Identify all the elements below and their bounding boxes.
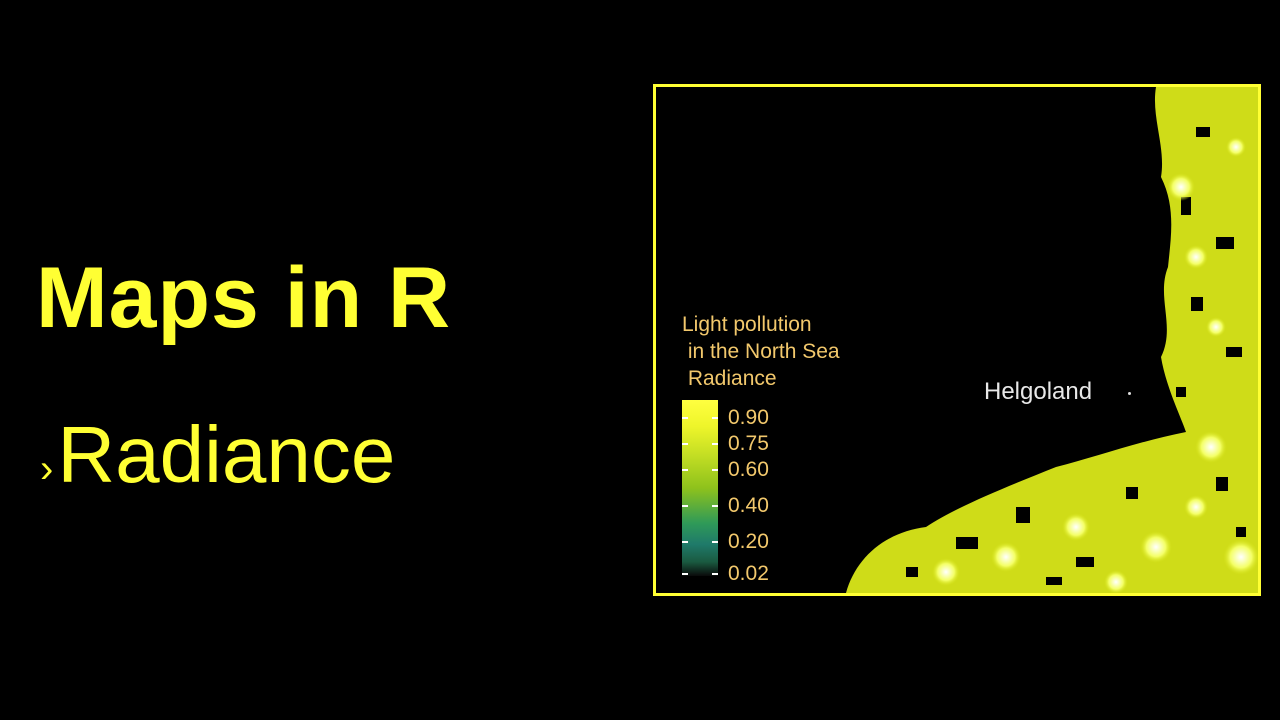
subtitle-text: Radiance xyxy=(57,410,396,499)
place-label-helgoland: Helgoland xyxy=(984,378,1093,405)
legend-tick-label: 0.02 xyxy=(728,562,769,585)
legend-tick-label: 0.90 xyxy=(728,406,769,429)
legend-tick-label: 0.60 xyxy=(728,458,769,481)
legend-tick-label: 0.20 xyxy=(728,530,769,553)
helgoland-marker xyxy=(1128,392,1131,395)
bullet-chevron-icon: › xyxy=(40,447,54,491)
legend-tick-label: 0.40 xyxy=(728,494,769,517)
light-pollution-map: Light pollution in the North Sea Radianc… xyxy=(653,84,1261,596)
slide-subtitle: ›Radiance xyxy=(40,410,395,500)
legend-color-bar xyxy=(682,400,718,576)
slide-title: Maps in R xyxy=(36,250,452,346)
coastline-radiance-layer xyxy=(846,87,1258,593)
legend-title: Light pollution in the North Sea Radianc… xyxy=(682,313,840,390)
land-texture xyxy=(906,127,1246,585)
legend-tick-label: 0.75 xyxy=(728,432,769,455)
city-light-hotspots xyxy=(932,137,1258,593)
